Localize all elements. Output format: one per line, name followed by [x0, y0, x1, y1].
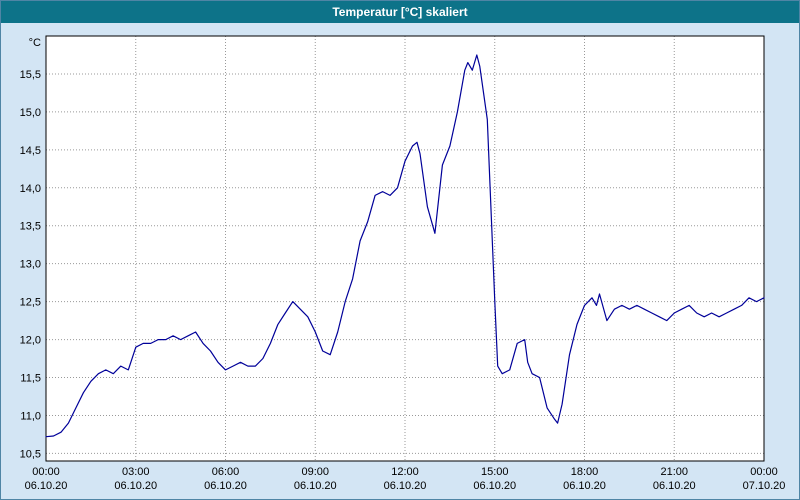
x-tick-date-label: 06.10.20 — [25, 480, 68, 492]
x-tick-time-label: 00:00 — [32, 466, 60, 478]
x-tick-date-label: 06.10.20 — [204, 480, 247, 492]
x-tick-time-label: 21:00 — [660, 466, 688, 478]
x-tick-date-label: 06.10.20 — [384, 480, 427, 492]
temperature-line — [45, 54, 765, 438]
x-tick-date-label: 07.10.20 — [743, 480, 786, 492]
x-tick-date-label: 06.10.20 — [114, 480, 157, 492]
temperature-chart: 10,5 11,0 11,5 12,0 12,5 13,0 13,5 14,0 14,5 15,0… — [20, 35, 786, 492]
y-axis-unit-label: °C — [29, 37, 41, 49]
x-tick-date-label: 06.10.20 — [563, 480, 606, 492]
y-tick-label: 11,0 — [20, 410, 41, 422]
y-tick-label: 14,0 — [20, 183, 41, 195]
y-tick-label: 11,5 — [20, 373, 41, 385]
x-tick-date-label: 06.10.20 — [294, 480, 337, 492]
x-tick-time-label: 15:00 — [481, 466, 509, 478]
y-tick-label: 14,5 — [20, 145, 41, 157]
x-tick-time-label: 03:00 — [122, 466, 150, 478]
chart-container: 10,5 11,0 11,5 12,0 12,5 13,0 13,5 14,0 14,5 15,0… — [1, 23, 799, 499]
x-tick-time-label: 06:00 — [212, 466, 240, 478]
y-tick-label: 13,5 — [20, 221, 41, 233]
x-tick-time-label: 09:00 — [301, 466, 329, 478]
y-tick-label: 15,0 — [20, 107, 41, 119]
plot-frame — [45, 35, 765, 462]
x-tick-time-label: 00:00 — [750, 466, 778, 478]
x-tick-date-label: 06.10.20 — [653, 480, 696, 492]
y-tick-label: 13,0 — [20, 259, 41, 271]
y-tick-label: 10,5 — [20, 448, 41, 460]
y-tick-label: 15,5 — [20, 69, 41, 81]
y-tick-label: 12,0 — [20, 335, 41, 347]
x-tick-time-label: 12:00 — [391, 466, 419, 478]
y-tick-label: 12,5 — [20, 297, 41, 309]
window-titlebar[interactable]: Temperatur [°C] skaliert — [1, 1, 799, 23]
x-tick-date-label: 06.10.20 — [473, 480, 516, 492]
window-title: Temperatur [°C] skaliert — [332, 5, 468, 19]
x-tick-time-label: 18:00 — [571, 466, 599, 478]
